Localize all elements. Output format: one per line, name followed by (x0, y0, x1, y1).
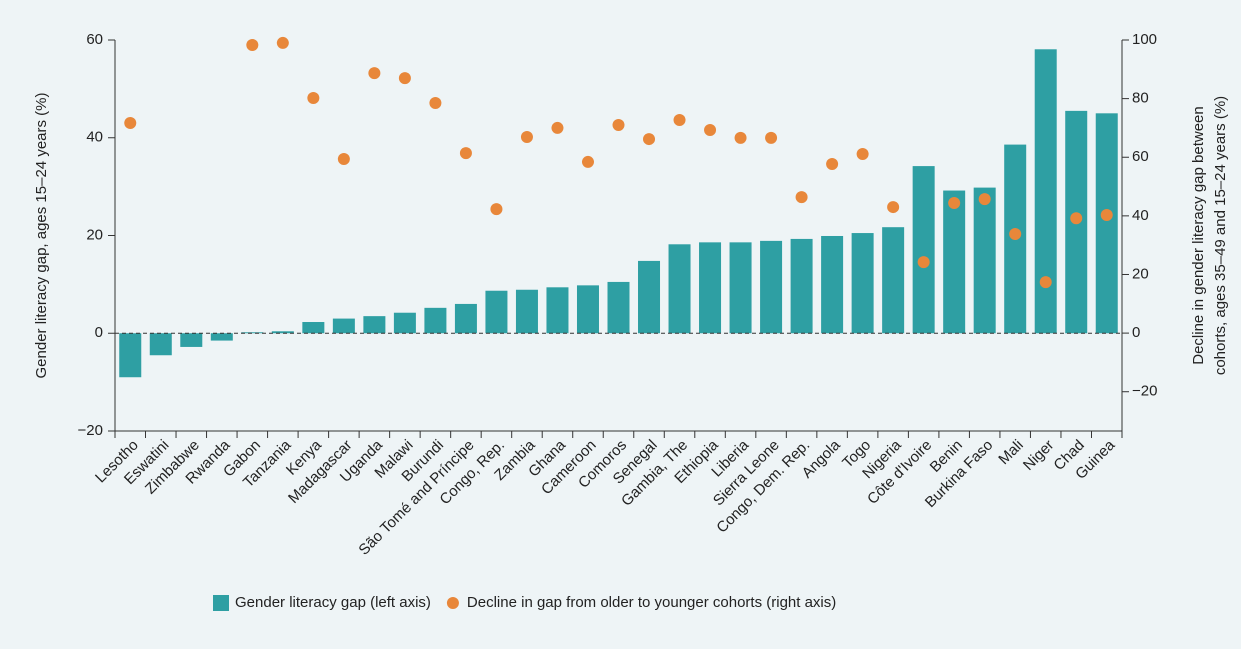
bar (699, 242, 722, 334)
y2-axis-label: cohorts, ages 35–49 and 15–24 years (%) (1212, 96, 1229, 375)
dot (307, 92, 320, 105)
dot (368, 67, 381, 80)
y2-tick-label: 60 (1132, 148, 1149, 165)
bar (332, 318, 355, 334)
y2-tick-label: 20 (1132, 265, 1149, 282)
y-axis-label: Gender literacy gap, ages 15–24 years (%… (33, 93, 50, 379)
bar (241, 332, 264, 334)
dot (978, 193, 991, 206)
y-tick-label: 0 (95, 324, 103, 341)
y-tick-label: 40 (86, 129, 103, 146)
dot (459, 147, 472, 160)
dot (1100, 208, 1113, 221)
y-tick-label: −20 (78, 422, 103, 439)
bar (760, 240, 783, 334)
dot (1070, 212, 1083, 225)
legend-swatch (213, 595, 229, 611)
bar (119, 333, 142, 378)
y2-tick-label: −20 (1132, 383, 1157, 400)
legend-swatch (446, 597, 459, 609)
y2-tick-label: 100 (1132, 31, 1157, 48)
bar (424, 307, 447, 334)
bar (546, 287, 569, 334)
dot (612, 119, 625, 131)
bar (149, 333, 172, 356)
dot (1039, 276, 1052, 289)
dot (337, 153, 350, 165)
bar (668, 244, 691, 334)
dot (734, 131, 747, 144)
y-tick-label: 60 (86, 31, 103, 48)
y2-tick-label: 0 (1132, 324, 1140, 341)
bar (882, 227, 905, 334)
bar (363, 316, 386, 334)
legend-label: Decline in gap from older to younger coh… (467, 594, 836, 611)
bar (271, 331, 294, 334)
dot (551, 121, 564, 134)
bar (210, 333, 233, 341)
bar (607, 281, 630, 334)
dot (246, 38, 259, 51)
y2-axis-label: Decline in gender literacy gap between (1190, 106, 1207, 365)
dot (429, 97, 442, 110)
bar (790, 238, 813, 334)
bar (515, 289, 538, 334)
legend-label: Gender literacy gap (left axis) (235, 594, 431, 611)
bar (302, 322, 325, 334)
bar (973, 187, 996, 334)
dot (1009, 228, 1022, 241)
dot (490, 203, 503, 216)
dot (704, 123, 717, 136)
bar (912, 166, 935, 334)
bar (1095, 113, 1118, 334)
dot (398, 72, 411, 85)
dot (124, 116, 137, 129)
bar (821, 235, 844, 334)
bar (485, 290, 508, 334)
dot (917, 256, 930, 269)
dot (643, 133, 656, 146)
bar (729, 242, 752, 334)
dot (581, 155, 594, 168)
dot (826, 157, 839, 170)
dot (520, 131, 533, 144)
bar (454, 303, 477, 334)
bar (1034, 49, 1057, 334)
dot (948, 196, 961, 209)
dot (856, 148, 869, 161)
bar (180, 333, 203, 347)
y-tick-label: 20 (86, 226, 103, 243)
dot (795, 191, 808, 204)
dot (276, 36, 289, 49)
bar (943, 190, 966, 334)
bar (576, 285, 599, 334)
y2-tick-label: 40 (1132, 207, 1149, 224)
y2-tick-label: 80 (1132, 90, 1149, 107)
bar (638, 260, 661, 334)
dot (887, 201, 900, 214)
dot (765, 131, 778, 144)
bar (851, 233, 874, 334)
bar (393, 312, 416, 334)
dot (673, 114, 686, 127)
